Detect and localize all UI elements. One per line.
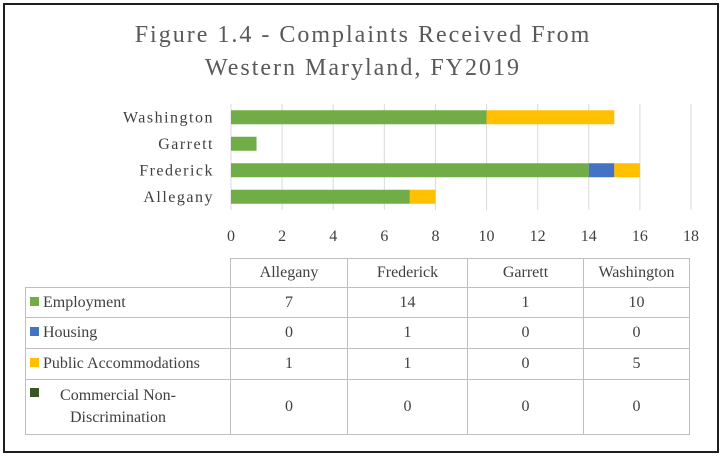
y-category-label: Allegany [143,189,214,206]
x-tick-label: 10 [479,228,495,245]
table-cell: 1 [467,287,584,318]
series-label: Commercial Non-Discrimination [25,379,231,435]
table-row: Housing 0 1 0 0 [25,317,690,349]
bar-public-accommodations-washington [486,110,615,125]
table-cell: 5 [583,348,690,380]
x-tick-label: 12 [530,228,546,245]
employment-swatch [30,296,39,306]
bar-employment-washington [231,110,487,125]
table-row: Commercial Non-Discrimination 0 0 0 0 [25,379,690,435]
bar-public-accommodations-frederick [614,163,640,178]
column-header: Frederick [347,258,468,288]
table-cell: 0 [230,317,348,349]
public-accommodations-swatch [30,358,39,367]
x-tick-label: 2 [278,228,286,245]
table-cell: 1 [347,317,468,349]
bar-employment-frederick [231,163,589,178]
x-tick-label: 4 [329,228,337,245]
chart-title-line-2: Western Maryland, FY2019 [204,55,522,81]
table-cell: 0 [347,379,468,435]
x-tick-label: 14 [581,228,597,245]
table-cell: 1 [347,348,468,380]
bar-housing-frederick [588,163,615,178]
series-label: Employment [25,287,231,318]
x-tick-label: 0 [227,228,235,245]
y-category-label: Washington [123,109,214,126]
table-cell: 0 [467,317,584,349]
table-cell: 0 [230,379,348,435]
bar-employment-allegany [231,189,410,204]
table-cell: 0 [583,379,690,435]
chart-title-line-1: Figure 1.4 - Complaints Received From [134,22,592,48]
table-row: Public Accommodations 1 1 0 5 [25,348,690,380]
table-row: Employment 7 14 1 10 [25,287,690,318]
y-category-label: Garrett [158,136,214,153]
x-tick-label: 18 [683,228,699,245]
y-category-label: Frederick [139,162,214,179]
x-tick-label: 16 [632,228,648,245]
table-cell: 0 [467,348,584,380]
table-cell: 14 [347,287,468,318]
series-label: Public Accommodations [25,348,231,380]
table-cell: 1 [230,348,348,380]
series-label: Housing [25,317,231,349]
table-cell: 10 [583,287,690,318]
table-cell: 0 [583,317,690,349]
column-header: Garrett [467,258,584,288]
housing-swatch [30,327,39,336]
bar-public-accommodations-allegany [409,189,436,204]
bar-employment-garrett [231,136,257,151]
data-table: Allegany Frederick Garrett Washington Em… [25,258,690,435]
x-tick-label: 6 [380,228,388,245]
table-cell: 7 [230,287,348,318]
commercial-non-discrimination-swatch [30,388,39,397]
table-header-row: Allegany Frederick Garrett Washington [25,258,690,288]
column-header: Allegany [230,258,348,288]
column-header: Washington [583,258,690,288]
x-tick-label: 8 [431,228,439,245]
chart-title: Figure 1.4 - Complaints Received From We… [5,19,721,85]
table-cell: 0 [467,379,584,435]
